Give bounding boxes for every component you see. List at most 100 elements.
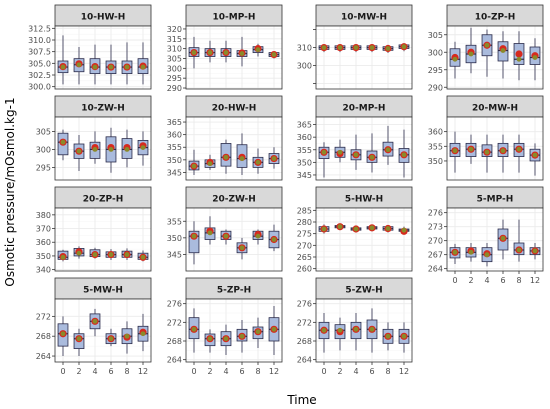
median-point <box>369 225 375 231</box>
x-tick-label: 4 <box>484 276 489 285</box>
x-tick-label: 6 <box>239 367 244 376</box>
median-point <box>401 44 407 50</box>
panel-background <box>186 117 282 180</box>
panel-background <box>316 26 412 89</box>
box-group <box>73 47 85 85</box>
y-tick-label: 310 <box>297 44 312 53</box>
box-group <box>204 216 216 245</box>
box-group <box>236 133 248 175</box>
y-tick-label: 350 <box>428 157 443 166</box>
y-tick-label: 305 <box>167 54 182 63</box>
median-point <box>140 331 146 337</box>
x-tick-label: 0 <box>60 367 65 376</box>
box-group <box>220 229 232 245</box>
median-point <box>321 226 327 232</box>
y-tick-label: 300.0 <box>28 83 51 92</box>
facet-title: 20-ZW-H <box>212 195 256 205</box>
box-group <box>398 226 410 235</box>
facet-title: 5-ZW-H <box>345 286 382 296</box>
median-point <box>353 226 359 232</box>
facet-panel: 5-HW-H 260 265 270 275 280 285 <box>297 186 413 274</box>
median-point <box>60 64 66 70</box>
box-group <box>73 135 85 171</box>
box-group <box>89 131 101 164</box>
y-tick-label: 276 <box>297 300 312 309</box>
box-group <box>366 44 378 53</box>
x-tick-label: 8 <box>255 367 260 376</box>
y-tick-label: 360 <box>428 128 443 137</box>
y-tick-label: 300 <box>167 64 182 73</box>
box-group <box>188 308 200 353</box>
median-point <box>516 247 522 253</box>
median-point <box>108 336 114 342</box>
box-group <box>137 313 149 352</box>
box-group <box>204 329 216 353</box>
facet-panels: 10-HW-H300.0302.5305.0307.5310.0312.510-… <box>28 4 544 376</box>
y-tick-label: 365 <box>167 118 182 127</box>
box-group <box>350 44 362 53</box>
y-tick-label: 295 <box>428 66 443 75</box>
y-axis-title: Osmotic pressure/mOsmol.kg-1 <box>3 97 17 286</box>
y-tick-label: 275 <box>297 230 312 239</box>
box-group <box>268 224 280 252</box>
box-group <box>252 43 264 57</box>
x-tick-label: 2 <box>207 367 212 376</box>
box-group <box>334 223 346 231</box>
box-group <box>252 148 264 174</box>
facet-title: 20-MW-H <box>472 104 518 114</box>
y-tick-label: 380 <box>36 211 51 220</box>
y-tick-label: 290 <box>428 83 443 92</box>
y-tick-label: 272 <box>36 312 51 321</box>
median-point <box>76 250 82 256</box>
box-group <box>465 134 477 164</box>
box-group <box>334 139 346 163</box>
y-tick-label: 355 <box>297 146 312 155</box>
box-group <box>529 38 541 81</box>
panel-border <box>185 207 283 272</box>
box-group <box>497 134 509 173</box>
box-group <box>137 250 149 262</box>
x-tick-label: 2 <box>76 367 81 376</box>
median-point <box>207 336 213 342</box>
median-point <box>500 235 506 241</box>
median-point <box>468 249 474 255</box>
panel-border <box>446 207 544 272</box>
median-point <box>76 62 82 68</box>
median-point <box>124 147 130 152</box>
x-tick-label: 2 <box>468 276 473 285</box>
x-tick-label: 6 <box>108 367 113 376</box>
x-tick-label: 0 <box>321 367 326 376</box>
box-group <box>481 29 493 77</box>
y-tick-label: 267 <box>428 251 443 260</box>
facet-title: 20-ZP-H <box>83 195 124 205</box>
box-group <box>334 317 346 351</box>
median-point <box>337 45 343 50</box>
facet-panel: 20-MP-H 345 350 355 360 365 <box>297 95 413 181</box>
facet-panel: 20-MW-H 350 355 360 <box>428 95 544 181</box>
facet-panel: 5-ZW-H 264 268 272 276 0 2 4 6 8 12 <box>297 277 413 376</box>
facet-title: 5-HW-H <box>345 195 383 205</box>
box-group <box>382 44 394 53</box>
box-group <box>382 322 394 351</box>
facet-title: 20-MP-H <box>343 104 386 114</box>
median-point <box>239 51 245 56</box>
box-group <box>398 43 410 52</box>
x-tick-label: 8 <box>124 367 129 376</box>
box-group <box>366 308 378 353</box>
x-tick-label: 0 <box>452 276 457 285</box>
panel-border <box>54 207 152 272</box>
median-point <box>532 248 538 254</box>
box-group <box>465 243 477 262</box>
box-group <box>57 249 69 262</box>
box-group <box>188 36 200 69</box>
x-tick-label: 6 <box>369 367 374 376</box>
median-point <box>401 333 407 339</box>
median-point <box>239 156 245 161</box>
box-group <box>137 131 149 166</box>
y-tick-label: 312.5 <box>28 24 51 33</box>
x-tick-label: 6 <box>500 276 505 285</box>
panel-background <box>316 299 412 362</box>
y-tick-label: 360 <box>297 133 312 142</box>
x-tick-label: 12 <box>399 367 409 376</box>
